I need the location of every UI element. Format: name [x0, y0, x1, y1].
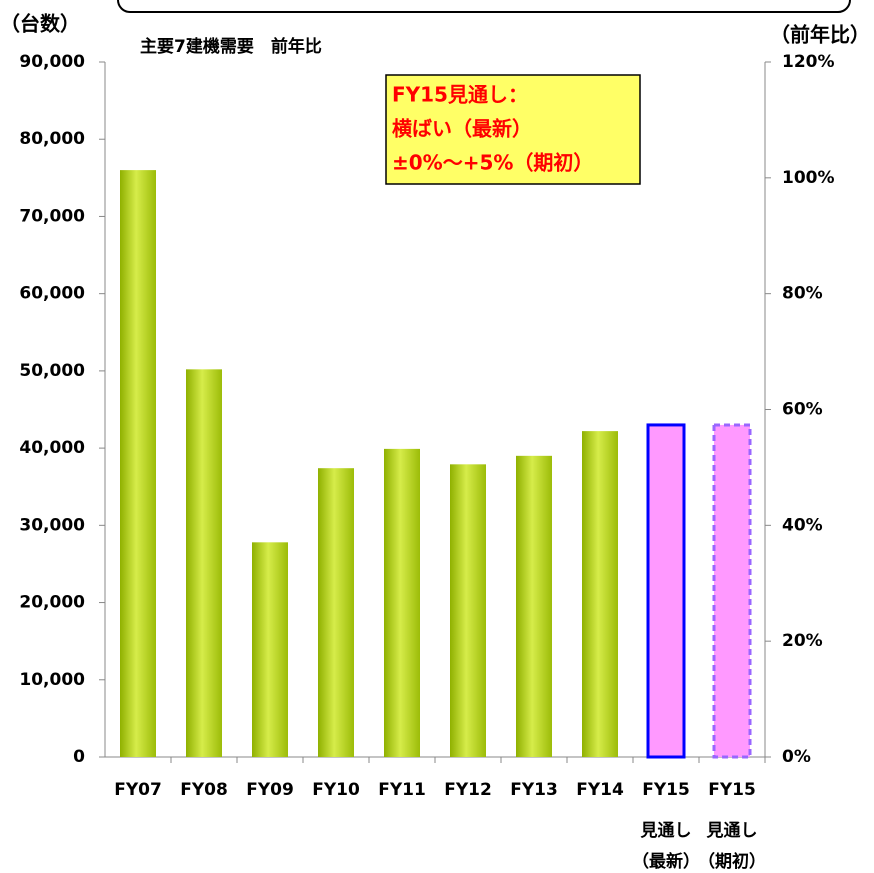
x-tick-label: FY11 — [378, 780, 426, 800]
y-tick-label: 80,000 — [19, 129, 85, 149]
bar — [384, 448, 420, 757]
annotation: 横ばい（最新） — [392, 117, 532, 141]
x-tick-label: （最新） — [632, 851, 700, 872]
y-tick-label: 40,000 — [19, 438, 85, 458]
x-tick-label: FY15 — [642, 780, 690, 800]
y2-tick-label: 120% — [782, 52, 835, 72]
y-tick-label: 50,000 — [19, 361, 85, 381]
y-tick-label: 20,000 — [19, 593, 85, 613]
y2-tick-label: 40% — [782, 515, 823, 535]
y-tick-label: 10,000 — [19, 670, 85, 690]
bar — [186, 369, 222, 757]
x-tick-label: FY09 — [246, 780, 294, 800]
y-tick-label: 60,000 — [19, 284, 85, 304]
y2-tick-label: 60% — [782, 400, 823, 420]
y-tick-label: 0 — [73, 747, 85, 767]
x-tick-label: 見通し — [706, 821, 758, 841]
bar — [450, 464, 486, 757]
x-tick-label: FY07 — [114, 780, 162, 800]
y-axis-label: （台数） — [0, 12, 80, 36]
x-tick-label: FY13 — [510, 780, 558, 800]
bar — [318, 468, 354, 757]
x-tick-label: FY14 — [576, 780, 624, 800]
y-tick-label: 70,000 — [19, 206, 85, 226]
y2-axis-label: （前年比） — [770, 23, 870, 47]
x-tick-label: FY12 — [444, 780, 492, 800]
annotation: ±0%～+5%（期初） — [392, 151, 593, 175]
x-tick-label: FY08 — [180, 780, 228, 800]
y2-tick-label: 0% — [782, 747, 811, 767]
x-tick-label: FY10 — [312, 780, 360, 800]
frame — [117, 0, 851, 13]
annotation-box — [385, 74, 641, 185]
y2-tick-label: 80% — [782, 284, 823, 304]
bar — [646, 423, 686, 759]
bar — [582, 431, 618, 757]
bar — [120, 170, 156, 758]
chart-title: 主要7建機需要 前年比 — [140, 36, 322, 57]
x-tick-label: 見通し — [640, 821, 692, 841]
bar — [252, 542, 288, 757]
annotation: FY15見通し： — [392, 83, 528, 107]
y-tick-label: 30,000 — [19, 515, 85, 535]
y-tick-label: 90,000 — [19, 52, 85, 72]
y2-tick-label: 20% — [782, 631, 823, 651]
bar — [516, 455, 552, 757]
x-tick-label: （期初） — [698, 851, 766, 872]
y2-tick-label: 100% — [782, 168, 835, 188]
x-tick-label: FY15 — [708, 780, 756, 800]
bar — [712, 423, 752, 759]
